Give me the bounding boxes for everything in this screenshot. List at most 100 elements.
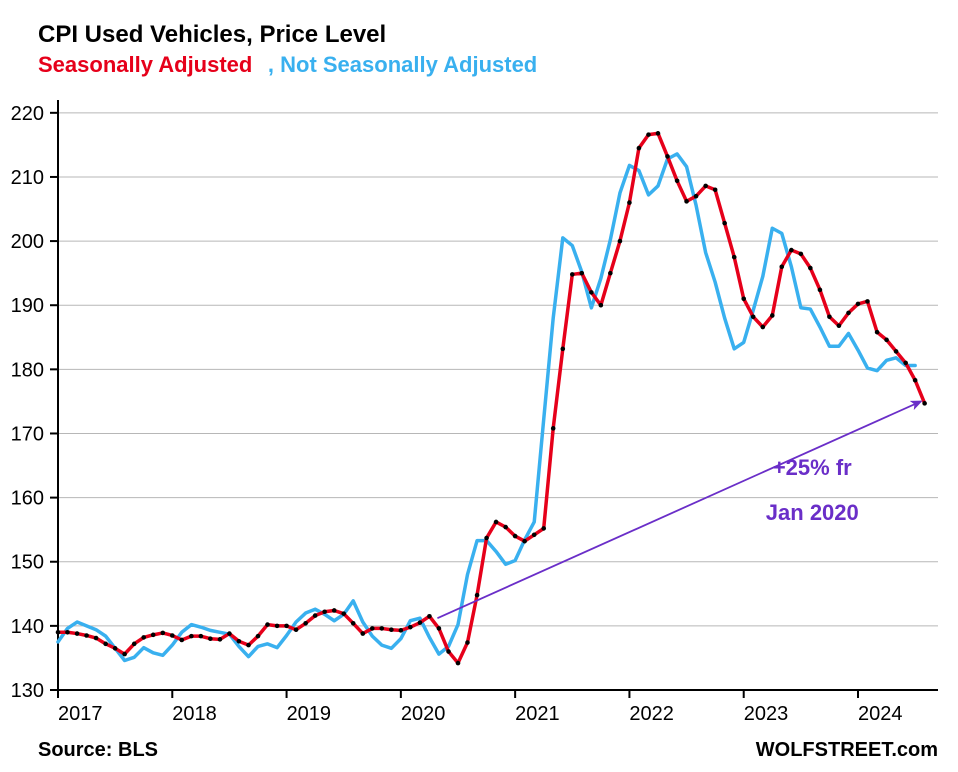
series-sa-marker: [65, 630, 70, 635]
series-sa-marker: [218, 637, 223, 642]
series-sa-marker: [503, 525, 508, 530]
series-sa-marker: [913, 378, 918, 383]
series-sa-marker: [494, 520, 499, 525]
series-sa-marker: [922, 401, 927, 406]
series-sa-marker: [237, 639, 242, 644]
series-sa-marker: [541, 526, 546, 531]
x-tick-label: 2023: [744, 703, 789, 725]
series-sa-marker: [418, 620, 423, 625]
series-sa-marker: [741, 297, 746, 302]
series-sa-marker: [427, 614, 432, 619]
series-sa-marker: [551, 426, 556, 431]
series-sa-marker: [189, 634, 194, 639]
x-tick-label: 2021: [515, 703, 560, 725]
series-sa-marker: [275, 624, 280, 629]
series-sa-marker: [379, 626, 384, 631]
series-sa-marker: [894, 349, 899, 354]
series-sa-marker: [627, 200, 632, 205]
series-sa-marker: [646, 132, 651, 137]
series-sa-marker: [637, 146, 642, 151]
series-sa-marker: [789, 248, 794, 253]
series-sa-marker: [732, 255, 737, 260]
series-sa-marker: [770, 313, 775, 318]
series-sa-marker: [599, 303, 604, 308]
series-sa-marker: [884, 338, 889, 343]
series-sa-marker: [284, 624, 289, 629]
series-sa-marker: [722, 221, 727, 226]
series-sa-marker: [656, 131, 661, 136]
series-sa-marker: [75, 631, 80, 636]
series-sa-marker: [561, 347, 566, 352]
series-sa-marker: [484, 536, 489, 541]
series-sa-marker: [56, 630, 61, 635]
y-tick-label: 170: [11, 423, 44, 445]
series-sa-marker: [589, 290, 594, 295]
x-tick-label: 2018: [172, 703, 217, 725]
series-sa-marker: [827, 314, 832, 319]
series-sa-marker: [694, 194, 699, 199]
series-sa-marker: [113, 646, 118, 651]
series-sa-marker: [465, 640, 470, 645]
y-tick-label: 150: [11, 552, 44, 574]
series-sa-marker: [208, 636, 213, 641]
series-sa-marker: [513, 534, 518, 539]
series-sa-marker: [818, 288, 823, 293]
series-sa-marker: [570, 272, 575, 277]
series-sa-marker: [408, 625, 413, 630]
series-sa-marker: [579, 271, 584, 276]
series-sa-marker: [837, 323, 842, 328]
series-sa-marker: [751, 314, 756, 319]
series-sa-marker: [179, 638, 184, 643]
series-sa-marker: [665, 154, 670, 159]
series-sa-marker: [351, 621, 356, 626]
series-sa-marker: [294, 627, 299, 632]
series-sa-marker: [437, 626, 442, 631]
series-sa-marker: [675, 179, 680, 184]
series-sa-marker: [608, 271, 613, 276]
series-sa-marker: [132, 642, 137, 647]
series-sa-marker: [151, 633, 156, 638]
x-tick-label: 2022: [629, 703, 674, 725]
x-tick-label: 2019: [287, 703, 332, 725]
series-sa-marker: [322, 609, 327, 614]
series-sa-marker: [84, 633, 89, 638]
y-tick-label: 130: [11, 680, 44, 702]
series-sa-marker: [199, 634, 204, 639]
series-sa-marker: [313, 613, 318, 618]
series-sa-marker: [103, 642, 108, 647]
series-sa-marker: [332, 608, 337, 613]
series-sa-marker: [341, 611, 346, 616]
series-sa-marker: [456, 661, 461, 666]
x-tick-label: 2024: [858, 703, 903, 725]
series-sa-marker: [475, 593, 480, 598]
y-tick-label: 160: [11, 488, 44, 510]
series-sa-marker: [618, 239, 623, 244]
series-sa-marker: [370, 626, 375, 631]
brand-label: WOLFSTREET.com: [756, 739, 938, 761]
series-sa-marker: [265, 622, 270, 627]
series-sa-marker: [684, 199, 689, 204]
chart-container: 1301401501601701801902002102202017201820…: [0, 0, 958, 772]
x-tick-label: 2017: [58, 703, 103, 725]
series-sa-marker: [522, 539, 527, 544]
source-label: Source: BLS: [38, 739, 158, 761]
series-sa-marker: [122, 652, 127, 657]
series-sa-marker: [246, 643, 251, 648]
series-sa-marker: [361, 631, 366, 636]
series-sa-marker: [389, 627, 394, 632]
series-sa-marker: [532, 533, 537, 538]
annotation-text: Jan 2020: [766, 500, 859, 525]
series-sa-marker: [808, 266, 813, 271]
y-tick-label: 200: [11, 231, 44, 253]
legend-nsa: , Not Seasonally Adjusted: [268, 52, 537, 77]
series-sa-marker: [227, 631, 232, 636]
x-tick-label: 2020: [401, 703, 446, 725]
series-sa-marker: [903, 361, 908, 366]
series-sa-marker: [141, 635, 146, 640]
chart-title: CPI Used Vehicles, Price Level: [38, 21, 386, 48]
y-tick-label: 140: [11, 616, 44, 638]
y-tick-label: 210: [11, 167, 44, 189]
series-sa-marker: [761, 325, 766, 330]
series-sa-marker: [399, 628, 404, 633]
series-sa-marker: [703, 184, 708, 189]
